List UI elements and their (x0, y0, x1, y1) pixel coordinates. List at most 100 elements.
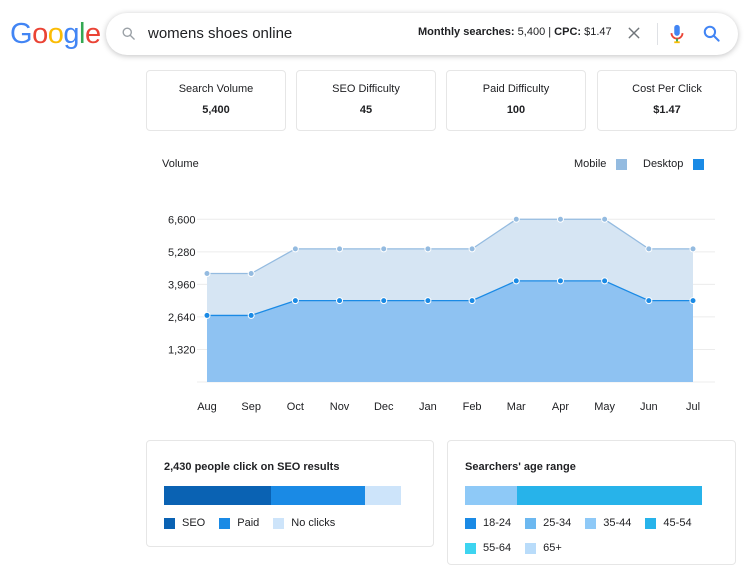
legend-mobile: Mobile (574, 158, 628, 170)
legend-label: No clicks (291, 517, 336, 529)
search-divider (657, 23, 658, 45)
legend-label: 45-54 (663, 517, 692, 529)
point-desktop (424, 297, 432, 305)
point-mobile (556, 215, 564, 223)
point-mobile (203, 270, 211, 278)
x-tick-label: Jul (686, 401, 700, 413)
point-mobile (336, 245, 344, 253)
point-mobile (247, 270, 255, 278)
legend-swatch-desktop (693, 158, 705, 170)
legend-swatch (645, 517, 657, 529)
point-desktop (468, 297, 476, 305)
metric-label: SEO Difficulty (332, 83, 400, 95)
search-input[interactable]: womens shoes online (148, 25, 293, 42)
point-desktop (247, 311, 255, 319)
legend-item: 35-44 (585, 517, 631, 529)
metric-value: 45 (359, 104, 373, 116)
point-desktop (380, 297, 388, 305)
legend-swatch (525, 542, 537, 554)
chart-plot: 1,320 2,640 3,960 5,280 6,600 Aug Sep Oct Nov Dec… (168, 214, 715, 413)
metric-label: Cost Per Click (632, 83, 702, 95)
metric-label: Paid Difficulty (482, 83, 550, 95)
metric-label: Search Volume (178, 83, 254, 95)
bar-segment (517, 486, 702, 505)
legend-label-desktop: Desktop (643, 158, 684, 170)
point-desktop (512, 277, 520, 285)
legend-swatch (465, 517, 476, 529)
x-tick-label: Nov (330, 401, 350, 413)
monthly-label: Monthly searches: (418, 26, 515, 38)
x-tick-label: Jun (640, 401, 658, 413)
metric-value: 100 (506, 104, 526, 116)
legend-item: 65+ (525, 542, 562, 554)
legend-label: 65+ (543, 542, 562, 554)
point-mobile (645, 245, 653, 253)
legend-item: Paid (219, 517, 259, 529)
line-desktop (207, 280, 693, 317)
legend-item: 45-54 (645, 517, 692, 529)
legend-label: Paid (237, 517, 260, 529)
point-mobile (601, 215, 609, 223)
legend-item: 55-64 (465, 542, 511, 554)
point-mobile (512, 215, 520, 223)
point-desktop (203, 311, 211, 319)
legend-label: SEO (182, 517, 206, 529)
metric-card-cost-per-click: Cost Per Click $1.47 (597, 70, 737, 131)
age-legend-row-2: 55-64 65+ (465, 542, 576, 554)
point-mobile (380, 245, 388, 253)
chart-title: Volume (162, 158, 199, 170)
x-tick-label: Aug (197, 401, 217, 413)
legend-label-mobile: Mobile (574, 158, 607, 170)
x-tick-label: Apr (552, 401, 569, 413)
search-submit-icon[interactable] (702, 24, 721, 48)
close-icon[interactable] (626, 25, 642, 46)
point-mobile (424, 245, 432, 253)
x-tick-label: Sep (241, 401, 261, 413)
y-tick-label: 2,640 (168, 312, 196, 324)
point-desktop (336, 297, 344, 305)
legend-item: 18-24 (465, 517, 511, 529)
age-range-card: Searchers' age range 18-24 25-34 35-44 45-5… (447, 440, 736, 565)
point-desktop (689, 297, 697, 305)
legend-item: SEO (164, 517, 205, 529)
x-tick-label: Dec (374, 401, 394, 413)
legend-label: 35-44 (603, 517, 632, 529)
google-logo[interactable]: Google (10, 18, 101, 50)
bar-segment (465, 486, 518, 505)
metric-value: $1.47 (653, 104, 681, 116)
point-mobile (468, 245, 476, 253)
legend-swatch (219, 517, 231, 529)
seo-legend: SEO Paid No clicks (164, 517, 349, 529)
volume-chart: Volume Mobile Desktop 1,320 2,640 3,960 5,2… (146, 148, 726, 428)
line-mobile (207, 218, 693, 275)
metric-card-paid-difficulty: Paid Difficulty 100 (446, 70, 586, 131)
search-stats: Monthly searches: 5,400 | CPC: $1.47 (418, 26, 612, 38)
x-tick-label: Feb (463, 401, 482, 413)
point-desktop (645, 297, 653, 305)
area-desktop (207, 280, 693, 382)
age-legend-row-1: 18-24 25-34 35-44 45-54 (465, 517, 706, 529)
bar-segment (365, 486, 401, 505)
legend-label: 55-64 (483, 542, 512, 554)
legend-item: 25-34 (525, 517, 571, 529)
legend-swatch (525, 517, 537, 529)
x-tick-label: May (594, 401, 615, 413)
metric-value: 5,400 (202, 104, 230, 116)
monthly-value: 5,400 (517, 26, 546, 38)
microphone-icon[interactable] (669, 23, 685, 50)
legend-label: 25-34 (543, 517, 572, 529)
stats-separator: | (548, 26, 552, 38)
age-range-bar (465, 486, 702, 505)
y-tick-label: 5,280 (168, 247, 196, 259)
y-tick-label: 1,320 (168, 344, 196, 356)
bar-segment (164, 486, 271, 505)
legend-swatch (465, 542, 476, 554)
metric-card-search-volume: Search Volume 5,400 (146, 70, 286, 131)
metric-card-seo-difficulty: SEO Difficulty 45 (296, 70, 436, 131)
y-tick-label: 6,600 (168, 214, 196, 226)
legend-label: 18-24 (483, 517, 512, 529)
search-icon (121, 26, 136, 46)
legend-swatch-mobile (616, 158, 628, 170)
search-bar[interactable]: womens shoes online Monthly searches: 5,… (106, 13, 738, 55)
legend-item: No clicks (273, 517, 335, 529)
